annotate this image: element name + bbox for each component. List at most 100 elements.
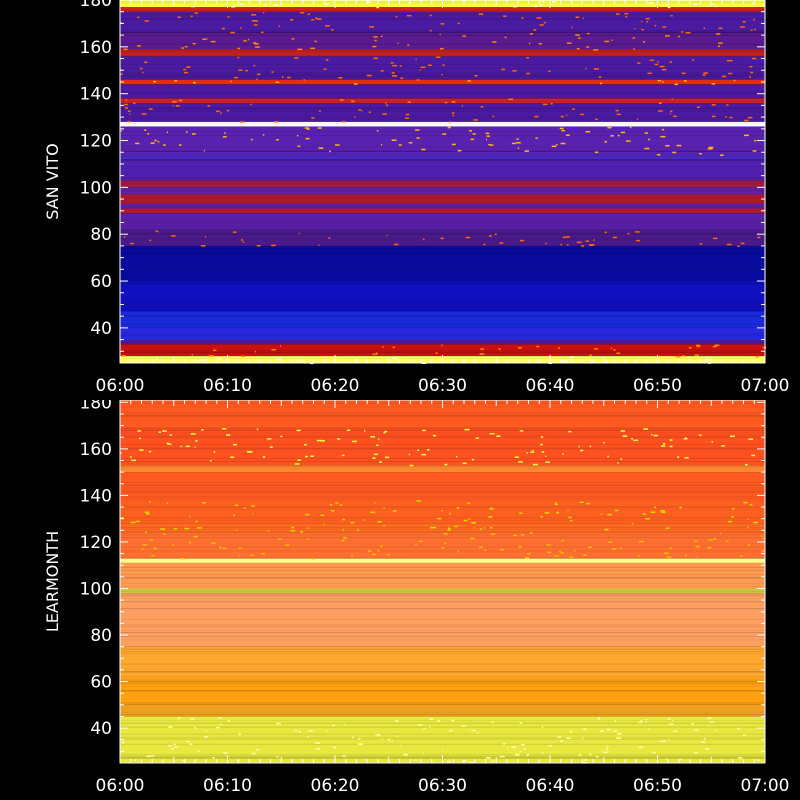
burst-speckle xyxy=(216,726,220,729)
burst-speckle xyxy=(484,549,487,552)
band-striation xyxy=(120,180,765,182)
burst-speckle xyxy=(721,445,725,447)
burst-speckle xyxy=(305,513,310,516)
burst-speckle xyxy=(271,71,274,73)
burst-speckle xyxy=(177,16,181,18)
burst-speckle xyxy=(492,41,497,43)
burst-speckle xyxy=(530,532,533,534)
burst-speckle xyxy=(297,145,301,147)
band-striation xyxy=(120,304,765,306)
band-striation xyxy=(120,609,765,611)
burst-speckle xyxy=(433,434,436,437)
burst-speckle xyxy=(262,134,265,136)
burst-speckle xyxy=(380,144,383,146)
burst-speckle xyxy=(149,501,151,503)
burst-speckle xyxy=(648,728,650,730)
burst-speckle xyxy=(645,518,650,520)
burst-speckle xyxy=(507,747,509,749)
burst-speckle xyxy=(186,740,190,743)
burst-speckle xyxy=(448,729,453,732)
burst-speckle xyxy=(311,19,315,21)
burst-speckle xyxy=(560,243,562,246)
burst-speckle xyxy=(468,518,471,520)
y-tick-label: 160 xyxy=(80,38,112,58)
burst-speckle xyxy=(237,56,240,59)
burst-speckle xyxy=(472,133,476,135)
band-striation xyxy=(120,466,765,468)
burst-speckle xyxy=(575,34,580,36)
burst-speckle xyxy=(565,134,570,136)
burst-speckle xyxy=(274,4,279,6)
burst-speckle xyxy=(470,537,475,540)
burst-speckle xyxy=(757,236,761,239)
band-striation xyxy=(120,601,765,603)
x-tick-label: 07:00 xyxy=(741,376,790,396)
burst-speckle xyxy=(607,126,612,129)
burst-speckle xyxy=(523,747,526,750)
burst-speckle xyxy=(370,436,376,438)
burst-speckle xyxy=(370,511,376,514)
burst-speckle xyxy=(316,439,322,442)
band-striation xyxy=(120,733,765,735)
band-striation xyxy=(120,590,765,592)
burst-speckle xyxy=(379,461,382,463)
band-striation xyxy=(120,576,765,578)
burst-speckle xyxy=(582,17,584,19)
burst-speckle xyxy=(134,759,136,762)
burst-speckle xyxy=(185,131,188,133)
burst-speckle xyxy=(659,740,662,742)
burst-speckle xyxy=(252,513,253,515)
band-striation xyxy=(120,703,765,705)
burst-speckle xyxy=(250,138,253,141)
band-striation xyxy=(120,464,765,466)
burst-speckle xyxy=(568,430,572,433)
burst-speckle xyxy=(570,519,573,522)
burst-speckle xyxy=(199,359,204,362)
band-striation xyxy=(120,594,765,596)
burst-speckle xyxy=(643,428,648,430)
burst-speckle xyxy=(221,428,227,430)
burst-speckle xyxy=(669,61,672,63)
burst-speckle xyxy=(751,454,756,457)
burst-speckle xyxy=(250,554,253,557)
burst-speckle xyxy=(200,245,206,247)
band-striation xyxy=(120,506,765,508)
band-striation xyxy=(120,546,765,548)
burst-speckle xyxy=(703,737,706,740)
band-striation xyxy=(120,190,765,191)
burst-speckle xyxy=(442,133,447,135)
burst-speckle xyxy=(586,46,589,48)
burst-speckle xyxy=(707,148,713,150)
burst-speckle xyxy=(671,98,673,100)
burst-speckle xyxy=(457,22,460,25)
burst-speckle xyxy=(660,135,666,138)
burst-speckle xyxy=(254,43,259,45)
burst-speckle xyxy=(530,451,535,453)
burst-speckle xyxy=(354,83,358,85)
burst-speckle xyxy=(752,2,755,5)
burst-speckle xyxy=(489,433,495,435)
band-striation xyxy=(120,608,765,609)
burst-speckle xyxy=(469,130,472,132)
burst-speckle xyxy=(130,242,134,245)
burst-speckle xyxy=(587,32,590,35)
burst-speckle xyxy=(672,115,677,118)
burst-speckle xyxy=(396,735,399,737)
burst-speckle xyxy=(441,510,443,512)
burst-speckle xyxy=(181,47,185,49)
burst-speckle xyxy=(660,510,665,512)
burst-speckle xyxy=(323,523,325,526)
burst-speckle xyxy=(491,507,493,509)
burst-speckle xyxy=(558,347,561,349)
burst-speckle xyxy=(167,744,173,747)
burst-speckle xyxy=(760,535,763,537)
burst-speckle xyxy=(163,533,166,535)
burst-speckle xyxy=(256,428,259,431)
burst-speckle xyxy=(720,532,722,535)
burst-speckle xyxy=(435,352,438,354)
burst-speckle xyxy=(699,153,702,155)
burst-speckle xyxy=(429,29,432,32)
burst-speckle xyxy=(708,539,713,541)
burst-speckle xyxy=(331,29,334,31)
burst-speckle xyxy=(483,527,486,529)
